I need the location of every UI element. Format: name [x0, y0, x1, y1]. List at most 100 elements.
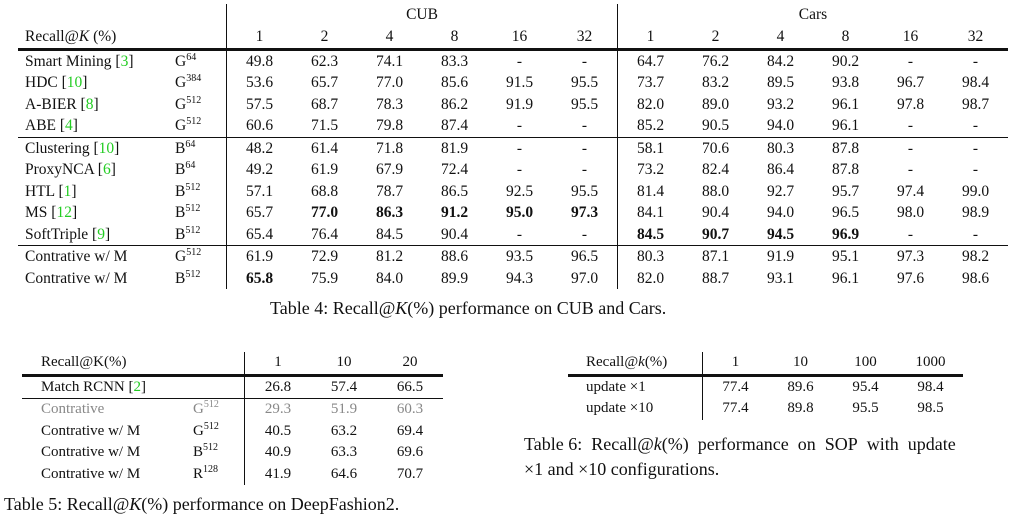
value-cell: 65.7: [226, 202, 292, 224]
value-cell: 84.0: [375, 269, 404, 287]
citation-link[interactable]: 3: [120, 52, 129, 70]
value-cell: 95.0: [505, 204, 534, 221]
embedding-dim: 64: [186, 51, 197, 63]
value-cell: 85.2: [617, 115, 683, 138]
method-cell: HTL [1]: [25, 182, 77, 200]
value-cell: 90.4: [422, 223, 487, 246]
value-cell: 99.0: [961, 182, 990, 200]
caption-prefix: Table 6: Recall@: [524, 434, 654, 454]
method-name: Contrative w/ M: [25, 269, 128, 287]
method-name: HDC: [25, 74, 58, 91]
method-cell: Match RCNN [2]: [22, 375, 193, 399]
embedding-dim: 512: [203, 442, 219, 453]
value-cell: 88.0: [701, 182, 730, 200]
value-cell: 71.5: [292, 115, 357, 138]
citation-link[interactable]: 10: [98, 139, 115, 157]
table-row: Contrative w/ M G512 40.5 63.2 69.4: [22, 420, 443, 442]
value-cell: 80.3: [766, 139, 795, 157]
value-cell: 86.2: [440, 95, 469, 113]
value-cell: 64.7: [617, 49, 683, 72]
method-name: Clustering: [25, 139, 90, 157]
value-cell: 51.9: [330, 401, 358, 417]
table-row: A-BIER [8] G512 57.5 68.7 78.3 86.2 91.9 95.5 82…: [18, 93, 1008, 116]
table-4: CUB Cars Recall@K (%) 1 2 4 8 16 32 1 2 4 8 16 32 Smart…: [18, 4, 1008, 289]
backbone-cell: G512: [193, 399, 245, 421]
value-cell: 91.9: [505, 95, 534, 113]
caption-rest: (%) performance on DeepFashion2.: [141, 494, 400, 514]
value-cell: 57.4: [311, 375, 377, 399]
k-header: 10: [768, 352, 833, 377]
value-cell: 98.5: [917, 400, 944, 416]
table-row: Clustering [10] B64 48.2 61.4 71.8 81.9- -58.1…: [18, 137, 1008, 159]
value-cell: 48.2: [226, 137, 292, 159]
table-row: Contrative w/ M B512 65.8 75.9 84.0 89.9 94.3 9…: [18, 267, 1008, 289]
table-row: MS [12] B512 65.7 77.0 86.3 91.2 95.0 97.3 84.1 9…: [18, 202, 1008, 224]
citation-link[interactable]: 9: [97, 225, 105, 243]
header-label: Recall@K(%): [22, 352, 193, 377]
caption-prefix: Table 5: Recall@: [4, 494, 130, 514]
value-cell: 98.2: [961, 248, 990, 265]
citation-link[interactable]: 8: [85, 95, 94, 113]
value-cell: 95.5: [570, 95, 599, 113]
method-name: A-BIER: [25, 95, 77, 113]
citation-link[interactable]: 4: [65, 117, 73, 134]
table-row: ABE [4] G512 60.6 71.5 79.8 87.4- -85.2 90.5 94.…: [18, 115, 1008, 138]
k-header: 4: [357, 26, 422, 51]
value-cell: 68.8: [310, 182, 339, 200]
citation-link[interactable]: 2: [133, 378, 142, 395]
value-cell: 57.5: [226, 93, 292, 115]
table-6: Recall@k(%) 1 10 100 1000 update ×1 77.4 89.6 95…: [568, 352, 963, 420]
value-cell: -: [972, 161, 979, 178]
value-cell: 68.7: [310, 95, 339, 113]
value-cell: 96.7: [896, 74, 925, 91]
embedding-dim: 512: [203, 399, 219, 410]
caption-line-2: ×1 and ×10 configurations.: [524, 459, 720, 479]
k-header: 32: [552, 26, 618, 51]
value-cell: 72.9: [310, 248, 339, 265]
citation-link[interactable]: 10: [66, 74, 83, 91]
k-header: 2: [292, 26, 357, 51]
value-cell: 97.3: [570, 204, 599, 221]
embedding-dim: 512: [203, 420, 219, 432]
value-cell: 29.3: [244, 398, 311, 421]
backbone: G: [193, 422, 204, 439]
value-cell: 66.5: [377, 375, 443, 399]
k-header: 1: [702, 352, 768, 377]
embedding-dim: 384: [186, 73, 202, 84]
citation-link[interactable]: 6: [102, 161, 111, 178]
value-cell: -: [907, 161, 914, 178]
value-cell: 91.9: [766, 248, 795, 265]
value-cell: 87.8: [831, 161, 860, 178]
value-cell: -: [878, 115, 943, 138]
embedding-dim: 512: [185, 203, 201, 214]
backbone-cell: G512: [175, 94, 227, 116]
config-cell: update ×1: [586, 378, 646, 395]
value-cell: -: [552, 115, 618, 138]
value-cell: 98.4: [961, 74, 990, 91]
citation-link[interactable]: 1: [63, 182, 72, 200]
value-cell: 65.7: [310, 74, 339, 91]
value-cell: 41.9: [244, 463, 311, 485]
empty-cell: [18, 4, 175, 26]
table-row: HTL [1] B512 57.1 68.8 78.7 86.5 92.5 95.5 81.4 8…: [18, 180, 1008, 202]
backbone-cell: R128: [193, 464, 245, 486]
k-header: 10: [311, 352, 377, 377]
value-cell: 98.7: [961, 95, 990, 113]
method-cell: Contrative w/ M: [22, 464, 193, 486]
table-row: ProxyNCA [6] B64 49.2 61.9 67.9 72.4- -73.2 82.…: [18, 159, 1008, 181]
backbone: B: [175, 269, 186, 287]
table-row: Contrative w/ M R128 41.9 64.6 70.7: [22, 463, 443, 486]
value-cell: -: [581, 139, 588, 157]
k-header: 20: [377, 352, 443, 377]
value-cell: 65.8: [226, 267, 292, 289]
method-name: MS: [25, 204, 48, 221]
value-cell: 96.5: [570, 248, 599, 265]
embedding-dim: 512: [185, 268, 201, 280]
citation-link[interactable]: 12: [56, 204, 72, 221]
table-row: Smart Mining [3] G64 49.8 62.3 74.1 83.3- -64.…: [18, 49, 1008, 72]
backbone: B: [175, 225, 186, 243]
value-cell: 63.3: [330, 444, 358, 460]
value-cell: -: [516, 52, 523, 70]
table-row: Contrative w/ M B512 40.9 63.3 69.6: [22, 442, 443, 464]
value-cell: 86.4: [766, 161, 795, 178]
